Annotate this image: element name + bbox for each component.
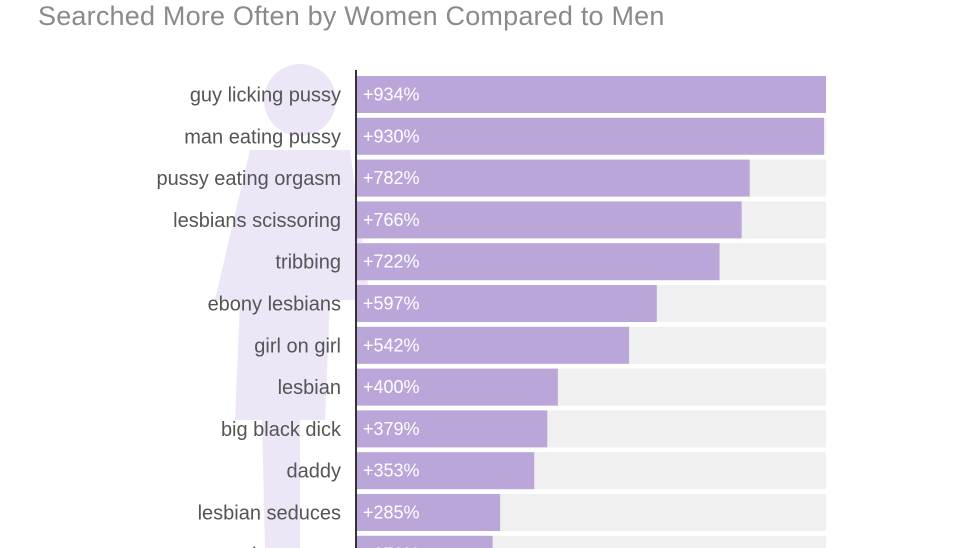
category-label: pussy eating orgasm [156,168,341,190]
bar [357,452,535,490]
value-label: +766% [363,210,420,230]
value-label: +400% [363,377,420,397]
bar [357,76,826,113]
value-label: +379% [363,419,420,439]
value-label: +285% [363,503,420,523]
chart-title: Searched More Often by Women Compared to… [38,1,665,31]
woman-silhouette-icon [215,64,370,548]
category-label: tribbing [275,252,341,274]
value-labels: +934% +930% +782% +766% +722% +597% +542% +400%… [363,85,420,548]
category-label: lesbian seduces [198,503,341,525]
category-label: girl on girl [254,335,341,357]
value-label: +353% [363,461,420,481]
bar [357,201,742,239]
category-label: threesome [247,544,342,548]
value-label: +270% [363,544,420,548]
category-label: ebony lesbians [208,294,341,316]
bar [357,285,657,322]
bar [357,117,824,155]
bar [357,243,720,281]
silhouette-head [264,64,336,136]
silhouette-body [215,150,370,548]
bar [357,494,501,531]
value-label: +597% [363,294,420,314]
bar [357,410,548,448]
value-label: +782% [363,168,420,188]
bars [357,76,826,548]
category-label: big black dick [221,419,342,441]
category-label: lesbians scissoring [173,210,341,232]
category-label: guy licking pussy [190,85,341,107]
bar [357,535,493,548]
bar [357,368,558,406]
category-label: man eating pussy [184,126,341,148]
value-label: +930% [363,126,420,146]
bar [357,326,630,364]
value-label: +542% [363,335,420,355]
category-label: daddy [287,461,342,483]
value-label: +934% [363,85,420,105]
category-label: lesbian [278,377,341,399]
category-labels: guy licking pussy man eating pussy pussy e… [156,85,342,548]
bar [357,159,750,197]
value-label: +722% [363,252,420,272]
